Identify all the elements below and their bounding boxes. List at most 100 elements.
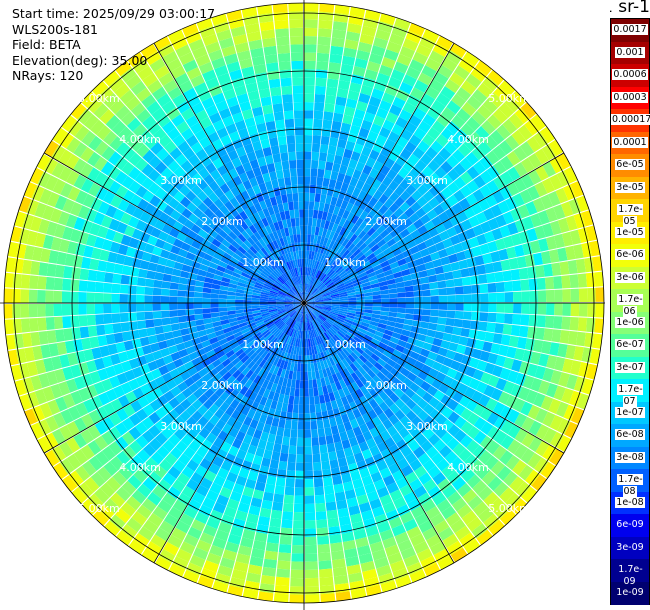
- range-bin-cell: [478, 321, 488, 332]
- range-bin-cell: [361, 119, 373, 131]
- range-bin-cell: [239, 395, 249, 406]
- range-bin-cell: [162, 273, 172, 282]
- range-bin-cell: [292, 301, 301, 303]
- range-bin-cell: [314, 298, 324, 301]
- range-bin-cell: [304, 363, 308, 372]
- range-bin-cell: [138, 129, 153, 144]
- range-bin-cell: [292, 85, 304, 94]
- range-bin-cell: [71, 327, 81, 340]
- range-bin-cell: [445, 512, 461, 527]
- range-bin-cell: [396, 504, 411, 517]
- range-bin-cell: [345, 393, 355, 404]
- range-bin-cell: [264, 483, 276, 494]
- range-bin-cell: [378, 319, 388, 325]
- range-bin-cell: [359, 257, 369, 266]
- range-bin-cell: [87, 325, 98, 337]
- range-bin-cell: [194, 82, 208, 95]
- range-bin-cell: [314, 279, 321, 288]
- azimuth-line: [303, 42, 455, 304]
- range-bin-cell: [542, 428, 557, 444]
- range-bin-cell: [488, 519, 505, 536]
- range-bin-cell: [291, 277, 296, 286]
- range-bin-cell: [256, 279, 265, 285]
- range-bin-cell: [424, 220, 435, 231]
- range-bin-cell: [453, 189, 466, 202]
- range-bin-cell: [397, 303, 406, 308]
- range-bin-cell: [122, 417, 135, 431]
- range-bin-cell: [427, 485, 442, 499]
- range-bin-cell: [212, 119, 225, 132]
- range-bin-cell: [281, 85, 293, 95]
- range-bin-cell: [244, 314, 254, 319]
- range-bin-cell: [136, 303, 145, 312]
- range-bin-cell: [243, 15, 259, 26]
- range-bin-cell: [400, 511, 414, 524]
- range-bin-cell: [315, 252, 320, 261]
- range-bin-cell: [297, 421, 304, 430]
- range-bin-cell: [557, 217, 570, 233]
- range-bin-cell: [232, 328, 241, 335]
- range-bin-cell: [176, 121, 190, 134]
- range-bin-cell: [121, 265, 132, 276]
- range-bin-cell: [172, 268, 182, 277]
- range-bin-cell: [272, 231, 279, 240]
- range-bin-cell: [374, 268, 384, 276]
- range-bin-cell: [257, 276, 266, 283]
- range-bin-cell: [61, 303, 71, 316]
- range-bin-cell: [115, 253, 126, 265]
- range-bin-cell: [280, 444, 289, 454]
- range-bin-cell: [503, 471, 518, 487]
- range-bin-cell: [518, 267, 529, 280]
- range-bin-cell: [461, 468, 476, 483]
- range-bin-cell: [290, 577, 304, 587]
- range-bin-cell: [252, 354, 261, 363]
- range-bin-cell: [322, 307, 332, 311]
- range-bin-cell: [370, 244, 380, 253]
- range-bin-cell: [198, 427, 211, 439]
- range-bin-cell: [237, 281, 247, 288]
- range-bin-cell: [276, 300, 285, 302]
- range-bin-cell: [320, 593, 336, 603]
- range-bin-cell: [292, 320, 297, 329]
- range-bin-cell: [289, 234, 295, 244]
- range-bin-cell: [231, 240, 241, 250]
- range-bin-cell: [427, 106, 441, 120]
- range-bin-cell: [294, 388, 300, 397]
- range-bin-cell: [81, 460, 97, 477]
- range-bin-cell: [7, 349, 19, 366]
- range-bin-cell: [309, 396, 315, 405]
- range-bin-cell: [282, 236, 289, 246]
- range-bin-cell: [447, 491, 462, 506]
- azimuth-line: [43, 302, 305, 454]
- range-bin-cell: [373, 210, 383, 221]
- range-bin-cell: [38, 331, 49, 345]
- range-bin-cell: [350, 245, 359, 254]
- range-bin-cell: [208, 228, 219, 239]
- range-bin-cell: [138, 328, 148, 338]
- range-bin-cell: [141, 548, 159, 563]
- range-bin-cell: [64, 253, 75, 267]
- range-bin-cell: [410, 427, 422, 440]
- range-bin-cell: [277, 376, 284, 386]
- range-bin-cell: [447, 424, 461, 437]
- range-bin-cell: [20, 274, 31, 289]
- range-bin-cell: [229, 388, 240, 399]
- range-bin-cell: [248, 224, 258, 234]
- range-bin-cell: [225, 248, 235, 257]
- range-bin-cell: [284, 303, 293, 305]
- range-bin-cell: [427, 351, 438, 361]
- range-bin-cell: [366, 438, 377, 449]
- range-bin-cell: [319, 254, 326, 263]
- range-bin-cell: [433, 548, 450, 563]
- range-bin-cell: [397, 167, 410, 179]
- range-bin-cell: [323, 301, 332, 303]
- range-bin-cell: [341, 338, 350, 346]
- range-bin-cell: [265, 332, 273, 341]
- range-bin-cell: [364, 292, 373, 297]
- range-bin-cell: [348, 303, 357, 306]
- range-bin-cell: [345, 284, 354, 290]
- range-bin-cell: [177, 296, 186, 303]
- range-bin-cell: [157, 499, 173, 514]
- range-bin-cell: [378, 256, 388, 264]
- range-bin-cell: [222, 272, 232, 280]
